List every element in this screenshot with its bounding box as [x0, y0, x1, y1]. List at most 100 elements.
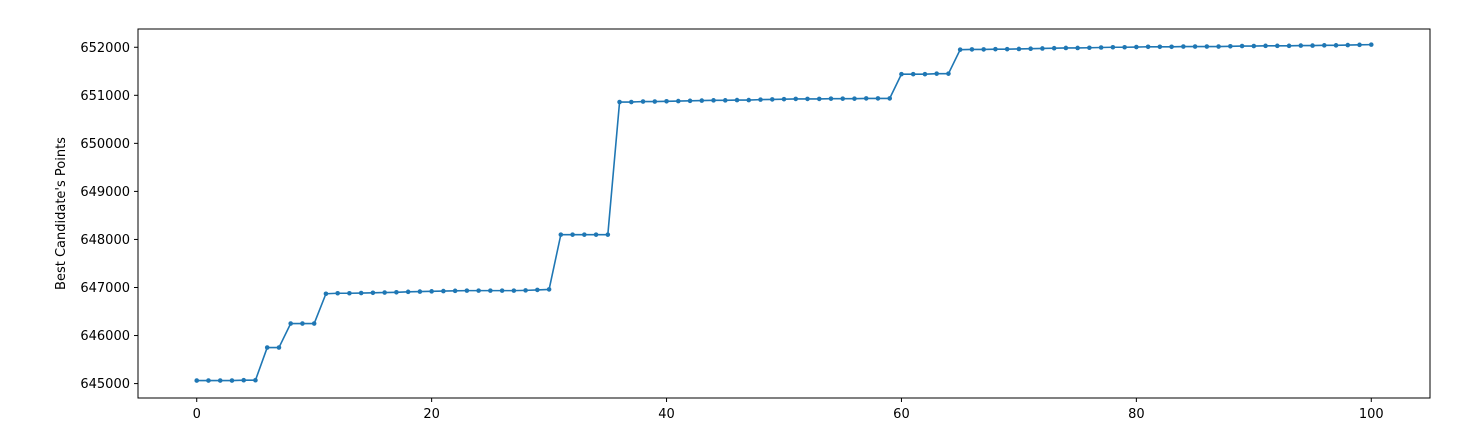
data-point	[1110, 44, 1116, 50]
data-point	[957, 47, 963, 52]
data-point	[241, 377, 247, 383]
data-point	[993, 46, 998, 52]
data-point	[605, 232, 611, 237]
data-point	[734, 97, 740, 103]
data-point	[1216, 44, 1221, 49]
data-point	[206, 378, 211, 383]
data-point	[405, 289, 411, 295]
data-point	[194, 378, 200, 383]
data-point	[758, 97, 763, 102]
x-tick-label: 0	[193, 407, 201, 422]
data-point	[711, 98, 716, 103]
data-point	[264, 345, 270, 350]
data-point	[511, 288, 517, 293]
data-point	[1181, 44, 1186, 49]
data-point	[382, 290, 387, 295]
data-point	[300, 321, 305, 326]
data-point	[394, 290, 399, 295]
data-point	[640, 99, 646, 104]
data-point	[1157, 44, 1163, 50]
data-point	[617, 99, 622, 105]
data-point	[887, 96, 893, 101]
data-point	[1368, 42, 1374, 47]
x-axis-ticks: 0 20 40 60 80 100	[193, 398, 1384, 422]
data-point	[699, 98, 705, 103]
data-point	[1134, 44, 1139, 50]
data-point	[276, 345, 282, 350]
data-point	[1333, 43, 1339, 48]
data-point	[593, 232, 599, 237]
data-point	[429, 289, 434, 294]
data-point	[1051, 45, 1057, 51]
data-point	[1228, 44, 1233, 49]
data-point	[1321, 43, 1327, 48]
data-point	[1204, 44, 1210, 49]
data-point	[1239, 43, 1245, 49]
plot-area	[194, 42, 1374, 383]
data-point	[1075, 45, 1080, 51]
x-tick-label: 20	[423, 407, 440, 422]
y-tick-label: 650000	[80, 137, 130, 152]
data-point	[863, 96, 869, 101]
data-point	[1004, 46, 1010, 52]
data-point	[875, 96, 881, 101]
data-point	[1098, 45, 1104, 50]
data-point	[417, 289, 423, 294]
data-point	[464, 288, 470, 293]
data-point	[370, 290, 376, 296]
data-point	[523, 288, 528, 293]
data-point	[1310, 43, 1315, 48]
data-point	[570, 232, 575, 237]
data-point	[828, 96, 834, 101]
data-point	[476, 288, 481, 293]
y-tick-label: 652000	[80, 41, 130, 56]
x-tick-label: 100	[1359, 407, 1384, 422]
x-tick-label: 40	[658, 407, 675, 422]
data-point	[1286, 43, 1292, 49]
data-point	[1063, 45, 1069, 51]
data-point	[311, 321, 317, 326]
y-tick-label: 647000	[80, 281, 130, 296]
data-point	[687, 98, 693, 104]
y-tick-label: 645000	[80, 377, 130, 392]
y-axis-ticks: 645000 646000 647000 648000 649000 650000 6510…	[80, 41, 138, 392]
data-point	[805, 96, 810, 102]
data-point	[981, 47, 986, 52]
data-point	[1357, 42, 1362, 48]
data-point	[347, 290, 352, 296]
data-point	[1169, 44, 1174, 50]
data-point	[1192, 44, 1198, 49]
data-point	[558, 232, 564, 237]
data-point	[1145, 44, 1151, 50]
axes-frame	[137, 28, 1431, 399]
data-point	[1040, 46, 1045, 51]
data-point	[793, 96, 799, 102]
data-point	[1122, 44, 1127, 50]
data-point	[722, 98, 728, 103]
y-tick-label: 649000	[80, 185, 130, 200]
data-point	[910, 71, 916, 77]
y-axis-label: Best Candidate's Points	[54, 137, 69, 290]
data-point	[781, 96, 787, 102]
data-point	[1298, 43, 1304, 48]
y-tick-label: 651000	[80, 89, 130, 104]
y-tick-label: 648000	[80, 233, 130, 248]
data-point	[840, 96, 846, 101]
data-point	[229, 378, 235, 383]
x-tick-label: 60	[893, 407, 910, 422]
data-point	[934, 71, 939, 76]
y-tick-label: 646000	[80, 329, 130, 344]
data-point	[1275, 43, 1280, 49]
data-point	[323, 291, 329, 297]
data-point	[664, 99, 669, 104]
data-point	[441, 288, 446, 294]
data-point	[675, 98, 681, 104]
data-point	[288, 321, 293, 326]
data-point	[217, 378, 223, 383]
data-point	[1087, 45, 1092, 51]
data-point	[969, 47, 975, 52]
data-point	[629, 99, 634, 105]
data-point	[1345, 42, 1351, 48]
